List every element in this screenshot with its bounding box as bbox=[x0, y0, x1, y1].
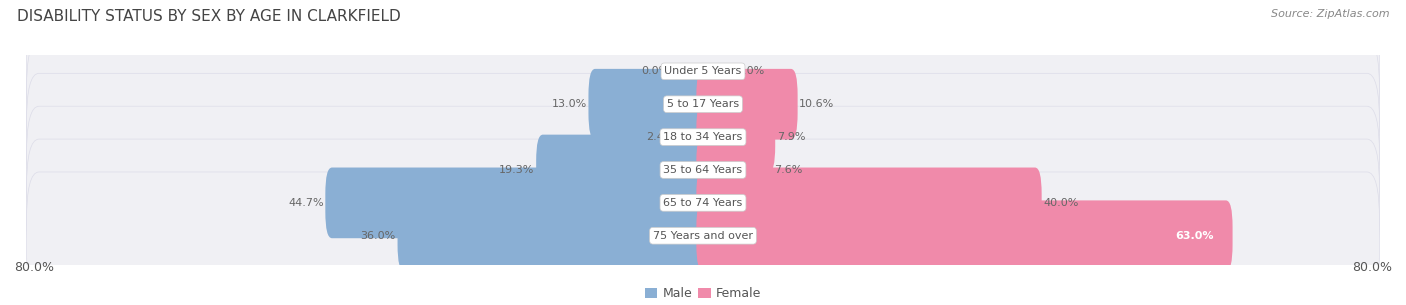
FancyBboxPatch shape bbox=[696, 69, 797, 140]
Text: 75 Years and over: 75 Years and over bbox=[652, 231, 754, 241]
Text: 19.3%: 19.3% bbox=[499, 165, 534, 175]
Text: 0.0%: 0.0% bbox=[641, 66, 669, 76]
FancyBboxPatch shape bbox=[696, 135, 773, 205]
Text: 18 to 34 Years: 18 to 34 Years bbox=[664, 132, 742, 142]
Text: 10.6%: 10.6% bbox=[799, 99, 835, 109]
FancyBboxPatch shape bbox=[536, 135, 710, 205]
Text: 13.0%: 13.0% bbox=[551, 99, 586, 109]
Text: 35 to 64 Years: 35 to 64 Years bbox=[664, 165, 742, 175]
FancyBboxPatch shape bbox=[27, 106, 1379, 234]
Legend: Male, Female: Male, Female bbox=[640, 282, 766, 305]
Text: DISABILITY STATUS BY SEX BY AGE IN CLARKFIELD: DISABILITY STATUS BY SEX BY AGE IN CLARK… bbox=[17, 9, 401, 24]
FancyBboxPatch shape bbox=[27, 41, 1379, 168]
Text: Under 5 Years: Under 5 Years bbox=[665, 66, 741, 76]
Text: 80.0%: 80.0% bbox=[14, 261, 53, 274]
Text: Source: ZipAtlas.com: Source: ZipAtlas.com bbox=[1271, 9, 1389, 19]
Text: 63.0%: 63.0% bbox=[1175, 231, 1213, 241]
Text: 7.6%: 7.6% bbox=[775, 165, 803, 175]
Text: 36.0%: 36.0% bbox=[360, 231, 396, 241]
FancyBboxPatch shape bbox=[27, 8, 1379, 135]
Text: 7.9%: 7.9% bbox=[778, 132, 806, 142]
FancyBboxPatch shape bbox=[696, 102, 775, 172]
Text: 65 to 74 Years: 65 to 74 Years bbox=[664, 198, 742, 208]
FancyBboxPatch shape bbox=[696, 200, 1233, 271]
Text: 44.7%: 44.7% bbox=[288, 198, 323, 208]
FancyBboxPatch shape bbox=[27, 172, 1379, 300]
FancyBboxPatch shape bbox=[676, 102, 710, 172]
FancyBboxPatch shape bbox=[589, 69, 710, 140]
FancyBboxPatch shape bbox=[325, 167, 710, 238]
Text: 80.0%: 80.0% bbox=[1353, 261, 1392, 274]
Text: 5 to 17 Years: 5 to 17 Years bbox=[666, 99, 740, 109]
FancyBboxPatch shape bbox=[27, 73, 1379, 201]
FancyBboxPatch shape bbox=[398, 200, 710, 271]
FancyBboxPatch shape bbox=[27, 139, 1379, 267]
Text: 40.0%: 40.0% bbox=[1043, 198, 1078, 208]
Text: 2.4%: 2.4% bbox=[647, 132, 675, 142]
Text: 0.0%: 0.0% bbox=[737, 66, 765, 76]
FancyBboxPatch shape bbox=[696, 167, 1042, 238]
